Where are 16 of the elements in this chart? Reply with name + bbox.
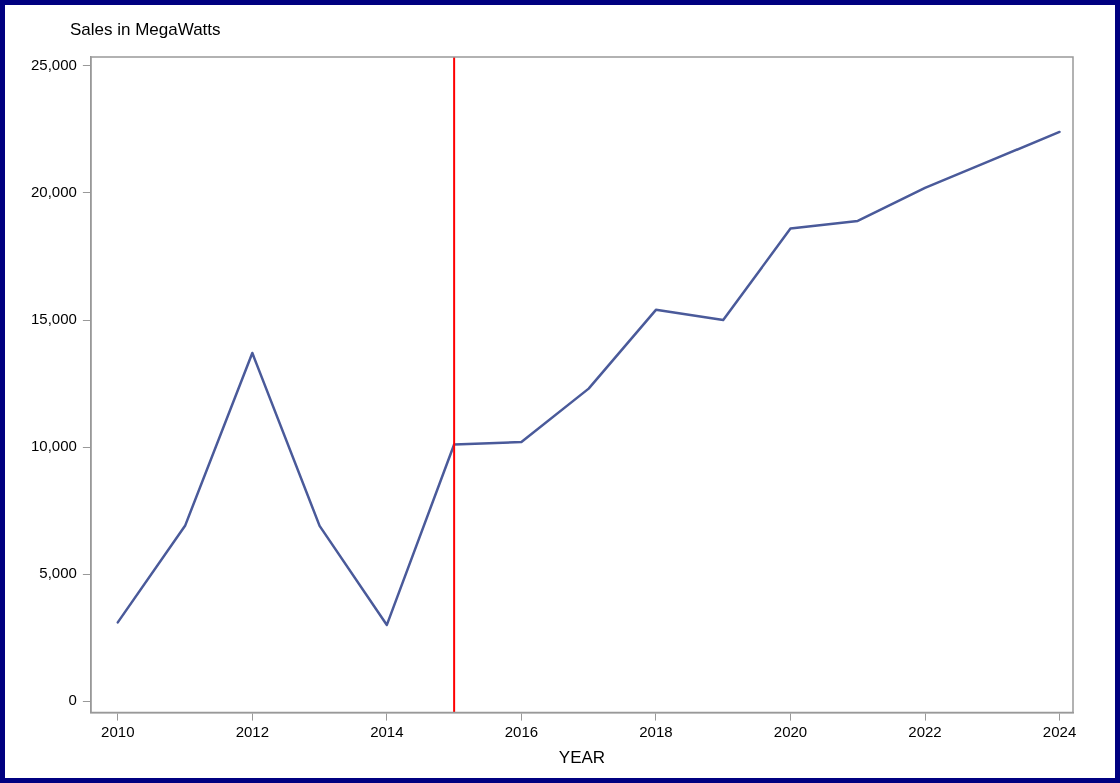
y-axis-title: Sales in MegaWatts [70, 20, 221, 39]
x-tick-label: 2018 [639, 722, 673, 740]
y-tick-label: 5,000 [39, 564, 77, 582]
x-tick-label: 2016 [504, 722, 539, 740]
x-tick-label: 2022 [908, 722, 942, 740]
y-tick-label: 25,000 [30, 56, 77, 74]
x-tick-label: 2012 [235, 722, 270, 740]
x-tick-label: 2010 [101, 722, 135, 740]
y-tick-label: 0 [68, 691, 77, 709]
x-axis-title: YEAR [558, 748, 606, 768]
y-tick-label: 15,000 [30, 310, 77, 328]
y-tick-label: 20,000 [30, 183, 77, 201]
x-tick-label: 2020 [773, 722, 808, 740]
x-tick-label: 2014 [370, 722, 404, 740]
y-tick-label: 10,000 [30, 437, 77, 455]
x-tick-label: 2024 [1042, 722, 1077, 740]
